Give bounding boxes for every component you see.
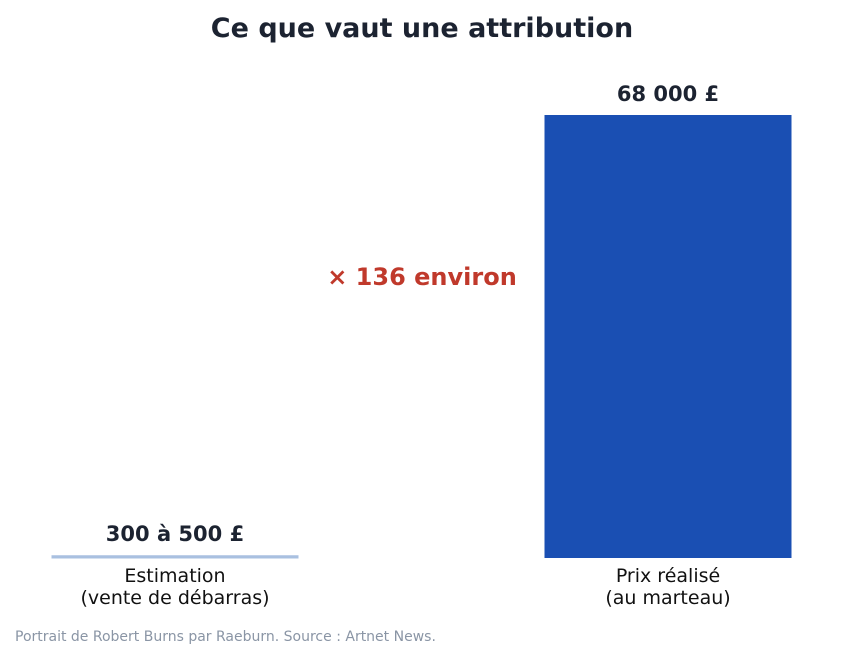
category-label-1-line-0: Prix réalisé <box>616 565 720 587</box>
value-label-1: 68 000 £ <box>617 82 719 106</box>
bars-layer: 300 à 500 £ Estimation(vente de débarras)… <box>51 82 792 609</box>
category-label-0-line-0: Estimation <box>124 565 225 587</box>
chart-title: Ce que vaut une attribution <box>211 13 633 44</box>
bar-1 <box>544 115 792 558</box>
category-label-1-line-1: (au marteau) <box>605 587 730 609</box>
source-note: Portrait de Robert Burns par Raeburn. So… <box>15 629 436 645</box>
bar-0 <box>51 555 299 559</box>
value-label-0: 300 à 500 £ <box>106 522 244 546</box>
ratio-annotation: × 136 environ <box>327 263 517 291</box>
category-label-0-line-1: (vente de débarras) <box>80 587 269 609</box>
